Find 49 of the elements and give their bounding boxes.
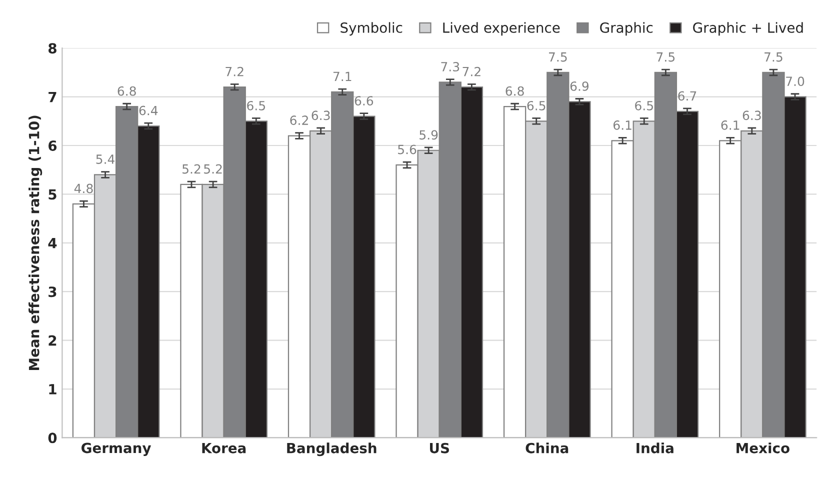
data-label: 7.1 — [333, 72, 352, 81]
data-label: 6.5 — [527, 100, 546, 110]
data-label: 6.3 — [742, 110, 761, 120]
x-tick-label: Korea — [202, 443, 246, 454]
data-label: 7.5 — [656, 52, 675, 62]
data-label: 5.2 — [204, 164, 222, 174]
data-label: 6.6 — [354, 96, 374, 106]
y-tick-label: 2 — [48, 335, 56, 346]
data-label: 6.8 — [118, 86, 136, 96]
data-label: 7.3 — [441, 62, 460, 72]
y-tick-label: 8 — [48, 43, 56, 54]
data-label: 6.1 — [614, 120, 632, 130]
data-label: 5.6 — [398, 144, 416, 154]
x-tick-label: US — [430, 442, 449, 454]
data-label: 5.2 — [182, 164, 200, 174]
data-label: 7.5 — [764, 52, 782, 62]
x-tick-label: Bangladesh — [287, 442, 376, 456]
data-label: 6.9 — [570, 81, 589, 91]
y-tick-label: 6 — [48, 140, 57, 151]
data-label: 5.9 — [420, 130, 438, 140]
data-label: 7.5 — [549, 52, 567, 62]
data-label: 7.2 — [226, 66, 244, 76]
data-label: 7.2 — [462, 66, 480, 76]
data-label: 5.4 — [96, 154, 115, 164]
data-label: 6.1 — [721, 120, 740, 130]
data-label: 6.7 — [678, 91, 696, 101]
data-label: 6.5 — [247, 100, 266, 110]
data-label: 7.0 — [786, 76, 804, 86]
y-tick-label: 3 — [48, 286, 56, 298]
data-label: 6.3 — [312, 110, 330, 120]
data-label: 6.4 — [139, 106, 158, 116]
data-label: 6.8 — [506, 86, 524, 96]
data-label: 6.5 — [635, 100, 653, 110]
data-label: 6.2 — [290, 116, 308, 126]
y-tick-label: 4 — [48, 238, 57, 248]
x-tick-label: India — [636, 442, 674, 454]
legend-label: Lived experience — [443, 22, 560, 36]
x-tick-label: Germany — [82, 442, 152, 456]
legend-label: Graphic + Lived — [693, 22, 803, 36]
legend-label: Graphic — [600, 22, 653, 36]
y-tick-label: 0 — [48, 432, 57, 444]
y-axis-title: Mean effectiveness rating (1-10) — [28, 116, 42, 370]
data-label: 4.8 — [74, 184, 93, 194]
y-tick-label: 5 — [48, 189, 56, 200]
y-tick-label: 7 — [48, 92, 56, 102]
y-tick-label: 1 — [49, 384, 56, 394]
x-tick-label: China — [526, 442, 568, 454]
legend-label: Symbolic — [340, 22, 402, 36]
x-tick-label: Mexico — [736, 442, 790, 454]
